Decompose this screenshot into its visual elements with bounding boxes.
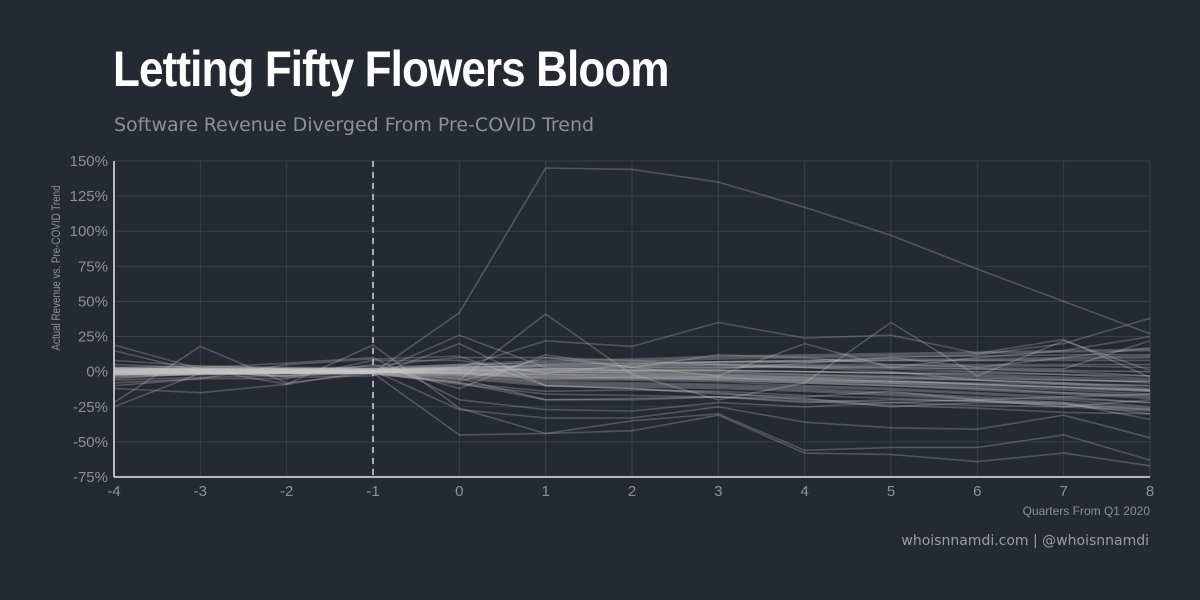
series-line-company-41 <box>114 359 1150 370</box>
x-tick-label: 2 <box>628 483 636 500</box>
series-line-company-10 <box>113 368 1151 390</box>
series-line-company-32 <box>114 370 1151 387</box>
y-tick-label: 0% <box>86 364 108 381</box>
y-tick-label: -50% <box>73 434 108 451</box>
x-tick-label: -4 <box>107 483 120 500</box>
series-line-company-23 <box>113 369 1151 398</box>
series-line-company-21 <box>114 370 1151 400</box>
series-line-company-33 <box>114 372 1151 411</box>
series-line-company-9 <box>113 369 1151 395</box>
series-line-company-27 <box>113 370 1151 391</box>
series-line-company-39 <box>113 368 1151 383</box>
grid-layer <box>113 160 1151 478</box>
series-line-company-8 <box>113 370 1151 415</box>
source-caption: whoisnnamdi.com | @whoisnnamdi <box>901 533 1149 549</box>
series-layer <box>113 167 1151 467</box>
series-line-company-44 <box>113 335 1151 390</box>
series-line-company-48 <box>113 347 1151 383</box>
x-tick-label: -1 <box>366 483 379 500</box>
y-tick-label: 50% <box>78 293 108 310</box>
x-tick-label: 7 <box>1059 483 1067 500</box>
series-line-company-28 <box>113 368 1151 381</box>
series-line-company-50 <box>113 342 1151 412</box>
x-tick-label: 3 <box>714 483 722 500</box>
series-line-company-24 <box>113 370 1151 409</box>
chart-title: Letting Fifty Flowers Bloom <box>113 41 669 97</box>
series-line-company-15 <box>114 349 1151 372</box>
series-line-company-20 <box>114 368 1151 384</box>
y-tick-label: 100% <box>70 223 108 240</box>
series-line-company-47 <box>113 372 1151 421</box>
series-line-company-45 <box>113 340 1151 387</box>
chart-subtitle: Software Revenue Diverged From Pre-COVID… <box>114 114 595 136</box>
x-tick-label: 4 <box>800 483 808 500</box>
series-line-company-7 <box>113 321 1151 380</box>
series-line-company-19 <box>114 369 1151 391</box>
series-line-company-38 <box>113 372 1151 415</box>
x-tick-label: 6 <box>973 483 981 500</box>
series-line-company-42 <box>114 365 1151 373</box>
y-tick-label: 150% <box>70 153 108 170</box>
series-line-company-34 <box>114 363 1150 372</box>
series-line-company-43 <box>113 355 1151 404</box>
series-line-company-2 <box>113 317 1151 376</box>
series-line-company-46 <box>113 356 1151 412</box>
series-line-company-40 <box>114 370 1151 387</box>
x-tick-label: -3 <box>194 483 207 500</box>
y-axis-title: Actual Revenue vs. Pre-COVID Trend <box>50 185 63 350</box>
y-tick-label: 75% <box>78 258 108 275</box>
axis-layer: -75% -50% -25% 0% 25% 50% 75% 100% 125% 150% -4 -3 -… <box>70 153 1155 500</box>
series-line-company-49 <box>113 356 1151 391</box>
series-line-company-36 <box>114 369 1151 377</box>
y-tick-label: 25% <box>78 329 108 346</box>
y-tick-label: -25% <box>73 399 108 416</box>
y-tick-label: -75% <box>73 469 108 486</box>
series-line-company-3 <box>113 344 1151 467</box>
x-tick-label: 5 <box>887 483 895 500</box>
series-line-company-29 <box>114 348 1151 370</box>
series-line-company-5 <box>113 345 1151 461</box>
series-line-company-17 <box>113 353 1150 369</box>
series-line-company-16 <box>113 370 1151 393</box>
series-line-company-25 <box>114 369 1151 393</box>
series-line-company-18 <box>113 370 1151 411</box>
series-line-company-26 <box>114 363 1151 377</box>
x-tick-label: 0 <box>455 483 463 500</box>
series-line-company-13 <box>113 372 1151 408</box>
y-tick-label: 125% <box>70 188 108 205</box>
x-tick-label: 8 <box>1146 483 1154 500</box>
series-line-company-35 <box>113 370 1151 397</box>
series-line-company-4 <box>113 313 1151 408</box>
series-line-company-37 <box>114 370 1151 383</box>
series-line-company-12 <box>113 365 1151 380</box>
label-layer: Actual Revenue vs. Pre-COVID Trend Quart… <box>50 185 1150 518</box>
series-line-company-1 <box>113 167 1151 376</box>
x-tick-label: -2 <box>280 483 293 500</box>
series-line-company-11 <box>113 370 1151 404</box>
series-line-company-31 <box>114 366 1151 373</box>
series-line-company-6 <box>113 369 1151 439</box>
x-tick-label: 1 <box>541 483 549 500</box>
series-line-company-14 <box>113 356 1151 373</box>
series-line-company-30 <box>114 370 1151 404</box>
x-axis-title: Quarters From Q1 2020 <box>1023 504 1151 518</box>
series-line-company-22 <box>113 355 1151 372</box>
